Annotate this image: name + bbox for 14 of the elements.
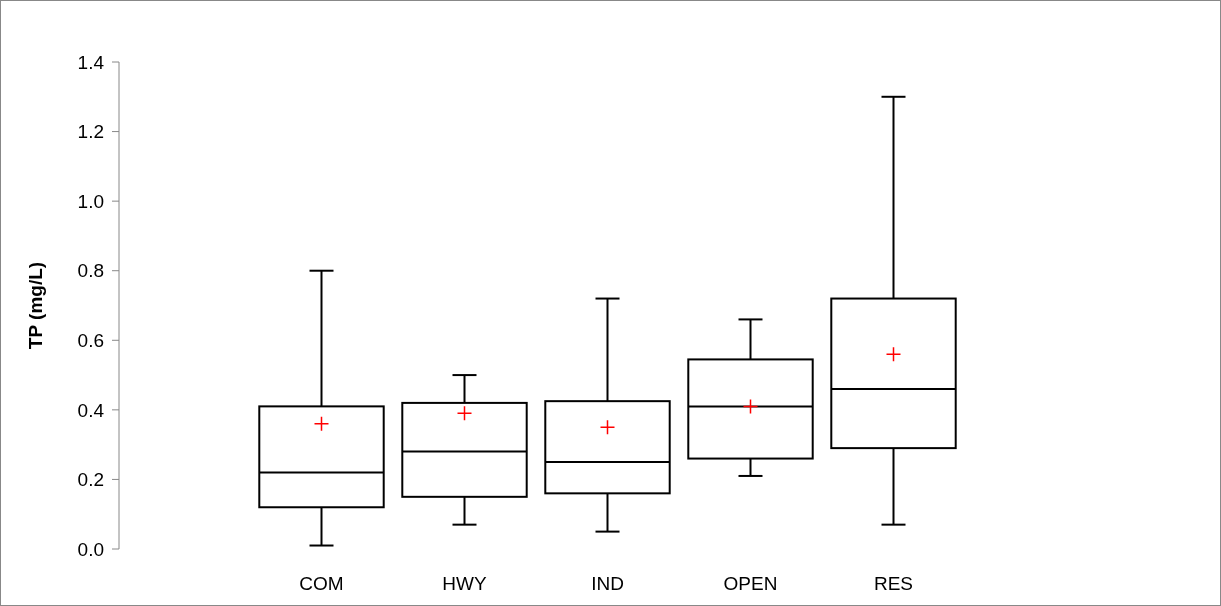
x-tick-label: HWY [442,573,487,594]
x-tick-label: COM [299,573,344,594]
x-tick-label: RES [873,573,914,594]
y-tick-label: 0.8 [77,260,104,282]
x-tick-label: OPEN [723,573,778,594]
y-tick-label: 1.2 [77,121,104,143]
y-tick-label: 0.4 [77,399,105,421]
y-tick-label: 0.0 [77,538,104,560]
y-axis-title: TP (mg/L) [25,261,46,350]
y-tick-label: 0.6 [77,329,104,351]
y-tick-label: 1.4 [77,51,105,73]
y-tick-label: 1.0 [77,190,104,212]
y-tick-label: 0.2 [77,469,104,491]
x-tick-label: IND [591,573,624,594]
